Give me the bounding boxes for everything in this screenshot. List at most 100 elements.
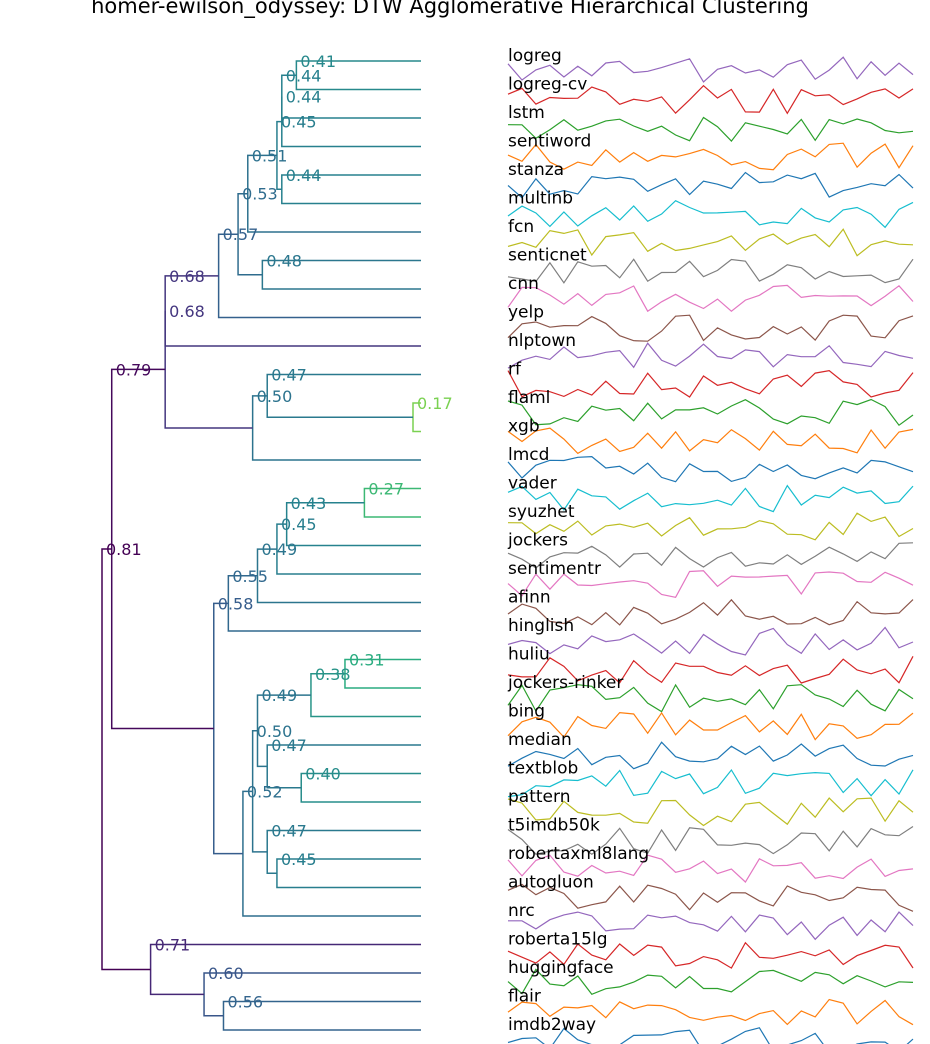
merge-height-label-n26: 0.47 (271, 822, 307, 841)
dendrogram-link-n30 (110, 368, 214, 730)
leaf-label-lmcd: lmcd (508, 445, 549, 465)
series-line-multinb (507, 199, 914, 229)
dendrogram-link-n5 (276, 120, 282, 190)
merge-height-label-n24: 0.49 (262, 686, 298, 705)
series-line-flair (507, 998, 914, 1026)
merge-height-label-n19: 0.55 (232, 567, 268, 586)
leaf-label-fcn: fcn (508, 217, 534, 237)
series-line-vader (507, 484, 914, 513)
dendrogram-link-n4 (281, 174, 421, 205)
leaf-label-lstm: lstm (508, 103, 545, 123)
merge-height-label-n14: 0.68 (169, 302, 205, 321)
merge-height-label-n1: 0.41 (300, 52, 336, 71)
merge-height-label-n17: 0.45 (281, 515, 317, 534)
leaf-label-senticnet: senticnet (508, 246, 587, 266)
dendrogram-link-n26 (266, 829, 421, 874)
merge-height-label-n5: 0.45 (281, 113, 317, 132)
series-line-cnn (507, 284, 914, 313)
series-line-roberta15lg (507, 941, 914, 969)
chart-title: homer-ewilson_odyssey: DTW Agglomerative… (91, 0, 809, 18)
leaf-label-vader: vader (508, 474, 557, 494)
leaf-label-nlptown: nlptown (508, 331, 576, 351)
series-line-logreg (507, 56, 914, 83)
dendrogram-link-n8 (237, 192, 263, 276)
series-line-syuzhet (507, 512, 914, 541)
series-line-robertaxml8lang (507, 854, 914, 883)
series-line-bing (507, 711, 914, 741)
leaf-label-xgb: xgb (508, 417, 540, 437)
leaf-label-autogluon: autogluon (508, 873, 594, 893)
series-line-jockers (507, 542, 914, 569)
merge-height-label-n9: 0.57 (223, 225, 259, 244)
leaf-label-roberta15lg: roberta15lg (508, 930, 608, 950)
merge-height-label-n27: 0.50 (257, 722, 293, 741)
dendrogram-link-n28 (242, 790, 421, 917)
merge-height-label-n18: 0.49 (262, 540, 298, 559)
dendrogram-link-n33 (149, 943, 421, 996)
merge-height-label-n4: 0.44 (286, 166, 322, 185)
series-line-senticnet (507, 258, 914, 284)
merge-height-label-n29: 0.58 (218, 594, 254, 613)
merge-height-label-n28: 0.52 (247, 782, 283, 801)
merge-height-label-n33: 0.71 (155, 936, 191, 955)
dendrogram-link-n25 (276, 858, 421, 889)
merge-height-label-n22: 0.40 (305, 765, 341, 784)
merge-height-label-n7: 0.48 (266, 252, 302, 271)
dendrogram-link-n3 (281, 96, 421, 148)
leaf-label-flair: flair (508, 987, 541, 1007)
dendrogram-link-n19 (227, 575, 421, 632)
merge-height-label-n23: 0.47 (271, 736, 307, 755)
series-line-imdb2way (507, 1027, 914, 1044)
dendrogram-link-n23 (266, 744, 421, 789)
merge-height-label-n13: 0.50 (257, 387, 293, 406)
series-line-rf (507, 369, 914, 398)
leaf-label-pattern: pattern (508, 787, 570, 807)
dendrogram-link-n9 (217, 233, 421, 319)
series-line-nrc (508, 911, 914, 941)
leaf-label-imdb2way: imdb2way (508, 1015, 596, 1035)
leaf-label-bing: bing (508, 702, 545, 722)
merge-height-label-n25: 0.45 (281, 850, 317, 869)
leaf-label-jockers: jockers (507, 531, 568, 551)
series-line-autogluon (507, 883, 914, 912)
merge-height-label-n8: 0.53 (242, 185, 278, 204)
merge-height-label-n30: 0.79 (116, 360, 152, 379)
dendrogram-link-n20 (344, 658, 421, 689)
leaf-label-nrc: nrc (508, 901, 535, 921)
leaf-label-syuzhet: syuzhet (508, 502, 575, 522)
leaf-label-flaml: flaml (508, 388, 550, 408)
series-line-sentiword (507, 142, 914, 171)
leaf-label-huggingface: huggingface (508, 958, 614, 978)
series-line-yelp (507, 314, 914, 342)
dendrogram-link-n17 (276, 523, 421, 575)
dendrogram-link-n29 (213, 602, 243, 855)
merge-height-label-n32: 0.60 (208, 964, 244, 983)
merge-height-label-n3: 0.44 (286, 88, 322, 107)
leaf-label-textblob: textblob (508, 759, 578, 779)
leaf-label-logreg-cv: logreg-cv (508, 75, 587, 95)
merge-height-label-n15: 0.27 (368, 480, 404, 499)
series-line-t5imdb50k (507, 825, 914, 856)
series-line-textblob (507, 768, 914, 798)
leaf-label-rf: rf (508, 360, 522, 380)
leaf-label-sentiword: sentiword (508, 132, 591, 152)
leaf-label-cnn: cnn (508, 274, 539, 294)
dendrogram-link-n12 (266, 373, 421, 418)
series-line-flaml (507, 398, 914, 427)
leaf-label-median: median (508, 730, 572, 750)
series-line-xgb (507, 427, 914, 455)
dendrogram-link-n32 (203, 972, 421, 1017)
merge-height-label-n11: 0.17 (417, 394, 453, 413)
merge-height-label-n6: 0.51 (252, 146, 288, 165)
series-line-jockers-rinker (507, 683, 914, 713)
series-line-huggingface (507, 968, 914, 996)
series-line-stanza (507, 171, 914, 199)
leaf-label-hinglish: hinglish (508, 616, 574, 636)
dendrogram-link-n13 (251, 395, 421, 461)
series-line-nlptown (507, 342, 914, 369)
leaf-label-jockers-rinker: jockers-rinker (507, 673, 623, 693)
dendrogram-link-n27 (251, 730, 268, 853)
series-line-pattern (507, 797, 914, 827)
